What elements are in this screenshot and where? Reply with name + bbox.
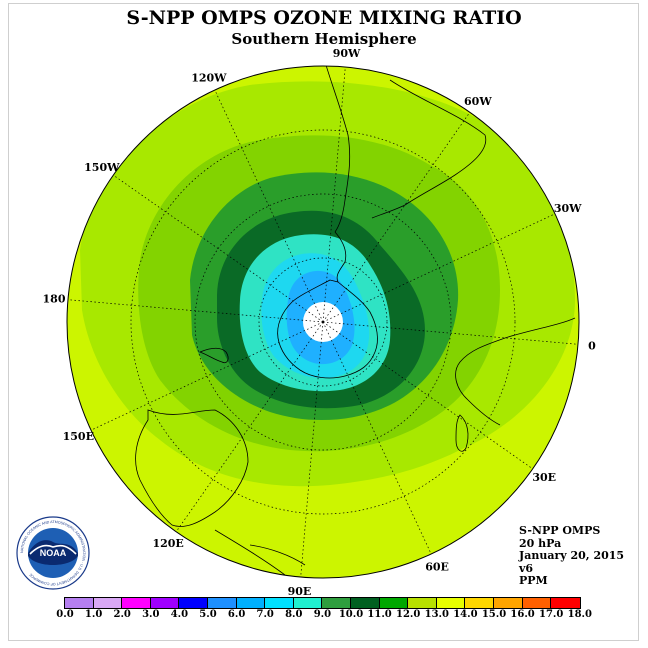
colorbar-tick-label: 5.0 <box>199 609 217 620</box>
coast-south-america <box>322 66 351 233</box>
colorbar-swatch <box>65 598 94 608</box>
info-date: January 20, 2015 <box>519 549 625 562</box>
colorbar-swatch <box>179 598 208 608</box>
colorbar-tick-label: 0.0 <box>56 609 74 620</box>
meridian-line <box>67 299 324 323</box>
coast-south-america-east <box>371 79 487 219</box>
coast-antarctica <box>277 279 378 379</box>
meridian-line <box>322 321 579 345</box>
meridian-line <box>90 321 324 431</box>
info-pressure-level: 20 hPa <box>519 536 562 550</box>
graticule <box>67 66 579 578</box>
meridian-line <box>175 321 324 532</box>
figure-frame <box>8 3 639 641</box>
colorbar-swatch <box>322 598 351 608</box>
longitude-label: 60E <box>425 561 449 574</box>
longitude-label: 30W <box>554 202 582 215</box>
longitude-label: 0 <box>588 340 596 353</box>
colorbar-swatch <box>522 598 552 608</box>
longitude-label: 150E <box>63 430 94 443</box>
info-version: v6 <box>519 561 534 575</box>
longitude-label: 120W <box>191 71 227 84</box>
longitude-label: 30E <box>532 471 556 484</box>
meridian-line <box>214 89 324 323</box>
map-border <box>66 65 580 579</box>
colorbar-tick-label: 3.0 <box>142 609 160 620</box>
colorbar-tick-label: 16.0 <box>510 609 535 620</box>
colorbar-tick-label: 9.0 <box>313 609 332 620</box>
meridian-line <box>322 66 346 323</box>
colorbar-tick-label: 18.0 <box>567 609 592 620</box>
meridian-line <box>113 174 324 323</box>
meridian-line <box>322 321 533 470</box>
logo-gull <box>29 544 77 555</box>
colorbar-swatch <box>436 598 466 608</box>
longitude-label: 120E <box>152 537 183 550</box>
longitude-label: 90W <box>333 47 361 60</box>
longitude-label: 60W <box>464 95 492 108</box>
ozone-field <box>67 66 579 578</box>
colorbar-tick-label: 6.0 <box>227 609 246 620</box>
colorbar-swatch <box>551 598 580 608</box>
meridian-line <box>322 321 432 555</box>
colorbar-tick-label: 4.0 <box>170 609 189 620</box>
colorbar-swatch <box>207 598 237 608</box>
colorbar-tick-label: 17.0 <box>539 609 564 620</box>
colorbar-swatch <box>236 598 266 608</box>
info-instrument: S-NPP OMPS <box>519 524 601 537</box>
colorbar-swatch <box>350 598 380 608</box>
map-title: S-NPP OMPS OZONE MIXING RATIO <box>126 7 522 29</box>
coast-africa <box>455 317 576 426</box>
map-subtitle: Southern Hemisphere <box>231 30 417 48</box>
logo-wordmark: NOAA <box>40 548 67 558</box>
coast-antarctic-peninsula <box>334 231 347 283</box>
coastlines <box>135 66 576 576</box>
colorbar-tick-label: 12.0 <box>396 609 421 620</box>
colorbar-tick-label: 7.0 <box>256 609 274 620</box>
colorbar-ticks: 0.0 1.0 2.0 3.0 4.0 5.0 6.0 7.0 8.0 9.0 10.0 11.0 12… <box>0 609 648 623</box>
longitude-labels: 90W 60W 30W 0 30E 60E 90E 120E 150E 180 150W 120W <box>43 47 597 598</box>
coast-australia <box>135 409 249 527</box>
meridian-line <box>300 321 324 578</box>
colorbar-tick-label: 15.0 <box>481 609 507 620</box>
meridian-line <box>322 112 471 323</box>
latitude-circle <box>258 257 388 387</box>
colorbar-tick-label: 1.0 <box>84 609 103 620</box>
latitude-circle <box>194 193 452 451</box>
colorbar-swatch <box>122 598 151 608</box>
colorbar-swatch <box>293 598 323 608</box>
longitude-label: 180 <box>43 292 66 305</box>
noaa-logo: NOAA NATIONAL OCEANIC AND ATMOSPHERIC AD… <box>16 516 90 590</box>
longitude-label: 150W <box>84 161 120 174</box>
colorbar <box>64 597 581 609</box>
colorbar-swatch <box>93 598 123 608</box>
colorbar-swatch <box>150 598 180 608</box>
meridian-line <box>322 213 556 323</box>
coast-indonesia <box>214 529 306 576</box>
colorbar-tick-label: 14.0 <box>453 609 478 620</box>
coast-new-zealand <box>198 347 229 364</box>
coast-madagascar <box>455 414 469 452</box>
colorbar-swatch <box>408 598 437 608</box>
info-units: PPM <box>519 574 548 587</box>
latitude-circle <box>130 129 516 515</box>
colorbar-tick-label: 11.0 <box>367 609 392 620</box>
map-info-block: S-NPP OMPS 20 hPa January 20, 2015 v6 PP… <box>519 524 625 588</box>
colorbar-tick-label: 10.0 <box>338 609 364 620</box>
colorbar-tick-label: 8.0 <box>285 609 303 620</box>
colorbar-swatch <box>493 598 523 608</box>
colorbar-swatch <box>265 598 294 608</box>
colorbar-tick-label: 2.0 <box>113 609 131 620</box>
colorbar-tick-label: 13.0 <box>424 609 449 620</box>
colorbar-swatch <box>465 598 494 608</box>
colorbar-swatch <box>379 598 409 608</box>
longitude-label: 90E <box>288 585 312 598</box>
